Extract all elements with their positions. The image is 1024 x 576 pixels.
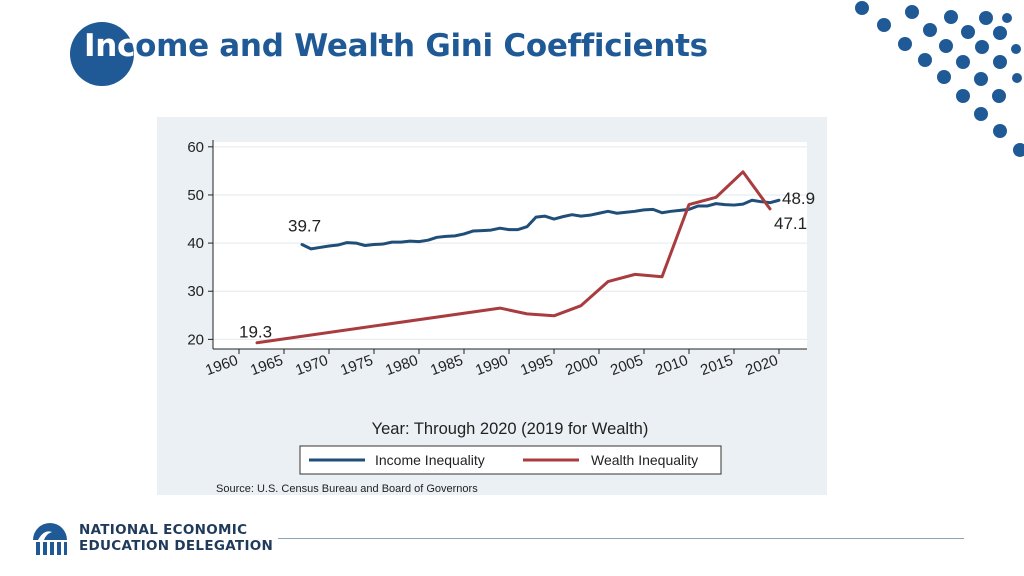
x-tick-label: 2020 [743, 352, 780, 379]
title-highlight: Inc [84, 28, 136, 64]
series-start-label: 19.3 [239, 323, 272, 342]
x-tick-label: 1975 [338, 352, 375, 379]
footer-divider [278, 538, 964, 539]
legend-label: Wealth Inequality [591, 452, 698, 468]
x-tick-label: 1995 [518, 352, 555, 379]
y-tick-label: 60 [187, 139, 204, 156]
x-tick-label: 1990 [473, 352, 510, 379]
logo-line-1: NATIONAL ECONOMIC [79, 522, 248, 538]
series-line-1 [300, 198, 781, 251]
y-tick-label: 50 [187, 187, 204, 204]
page-title: Income and Wealth Gini Coefficients [84, 28, 708, 64]
x-tick-label: 2005 [608, 352, 645, 379]
decorative-dot-pattern [855, 1, 1024, 157]
x-tick-label: 1985 [428, 352, 465, 379]
x-tick-label: 1965 [248, 352, 285, 379]
legend: Income Inequality Wealth Inequality [299, 445, 722, 475]
building-columns-icon [33, 523, 67, 555]
title-circle-accent [70, 22, 134, 86]
series-end-label: 47.1 [774, 214, 807, 233]
series-line-2 [255, 170, 772, 345]
series-start-label: 39.7 [288, 217, 321, 236]
title-rest: ome and Wealth Gini Coefficients [135, 28, 708, 64]
legend-box [299, 445, 722, 475]
x-tick-label: 2015 [698, 352, 735, 379]
logo-line-2: EDUCATION DELEGATION [79, 538, 274, 554]
gini-line-chart: 20 30 40 50 60 1960 1965 1970 1975 1980 1985 1990 19… [187, 139, 815, 495]
legend-label: Income Inequality [375, 452, 485, 468]
y-tick-label: 30 [187, 283, 204, 300]
x-tick-label: 2000 [563, 352, 600, 379]
x-tick-label: 1980 [383, 352, 420, 379]
series-end-label: 48.9 [782, 189, 815, 208]
y-tick-label: 20 [187, 331, 204, 348]
x-tick-label: 1970 [293, 352, 330, 379]
logo-text: NATIONAL ECONOMIC EDUCATION DELEGATION [79, 522, 273, 554]
x-axis-label: Year: Through 2020 (2019 for Wealth) [372, 420, 649, 438]
x-tick-label: 1960 [203, 352, 240, 379]
chart-source-note: Source: U.S. Census Bureau and Board of … [216, 483, 478, 495]
plot-area [213, 142, 807, 349]
x-tick-label: 2010 [653, 352, 690, 379]
chart-panel: 20 30 40 50 60 1960 1965 1970 1975 1980 1985 1990 19… [157, 117, 827, 495]
y-tick-label: 40 [187, 235, 204, 252]
